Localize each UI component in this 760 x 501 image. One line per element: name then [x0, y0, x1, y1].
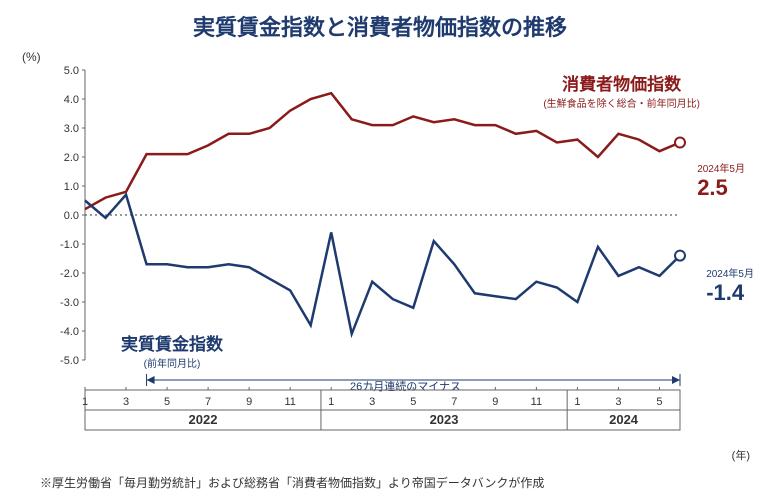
svg-text:1: 1	[82, 396, 88, 408]
y-axis-unit: (%)	[22, 50, 41, 64]
svg-text:5: 5	[410, 396, 416, 408]
svg-text:3: 3	[123, 396, 129, 408]
svg-text:-3.0: -3.0	[60, 297, 79, 309]
x-axis-unit: (年)	[732, 447, 750, 463]
chart-container: 実質賃金指数と消費者物価指数の推移 (%) 消費者物価指数 (生鮮食品を除く総合…	[0, 0, 760, 501]
chart-title: 実質賃金指数と消費者物価指数の推移	[193, 10, 567, 42]
svg-text:3.0: 3.0	[64, 123, 79, 135]
svg-text:1: 1	[574, 396, 580, 408]
svg-text:9: 9	[246, 396, 252, 408]
svg-text:7: 7	[451, 396, 457, 408]
svg-text:5: 5	[164, 396, 170, 408]
svg-text:4.0: 4.0	[64, 94, 79, 106]
svg-text:2023: 2023	[430, 412, 459, 427]
svg-text:2022: 2022	[189, 412, 218, 427]
svg-text:-2.0: -2.0	[60, 268, 79, 280]
svg-text:7: 7	[205, 396, 211, 408]
chart-footnote: ※厚生労働省「毎月勤労統計」および総務省「消費者物価指数」より帝国データバンクが…	[40, 474, 544, 491]
svg-text:1: 1	[328, 396, 334, 408]
svg-text:-1.0: -1.0	[60, 239, 79, 251]
svg-text:5.0: 5.0	[64, 65, 79, 77]
svg-text:3: 3	[369, 396, 375, 408]
svg-text:2024: 2024	[609, 412, 639, 427]
svg-text:11: 11	[531, 396, 542, 408]
svg-text:11: 11	[284, 396, 295, 408]
svg-text:5: 5	[656, 396, 662, 408]
svg-text:-5.0: -5.0	[60, 355, 79, 367]
line-chart-svg: 5.0 4.0 3.0 2.0 1.0 0.0 -1.0 -2.0 -3.0 -4.0 -5.0 1 3…	[50, 60, 730, 440]
svg-text:1.0: 1.0	[64, 181, 79, 193]
svg-text:3: 3	[615, 396, 621, 408]
svg-text:-4.0: -4.0	[60, 326, 79, 338]
svg-text:2.0: 2.0	[64, 152, 79, 164]
svg-text:9: 9	[492, 396, 498, 408]
svg-text:0.0: 0.0	[64, 210, 79, 222]
